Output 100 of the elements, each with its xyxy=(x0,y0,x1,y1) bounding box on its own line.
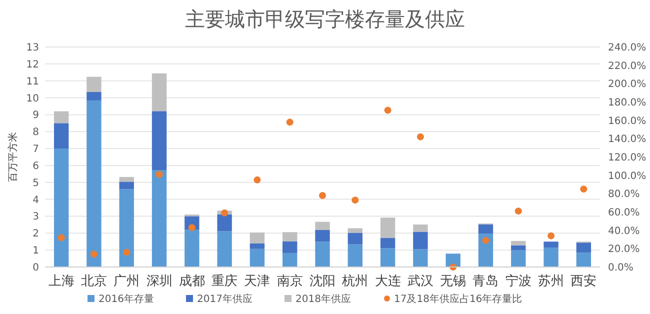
point xyxy=(58,234,65,242)
y2-tick-label: 220.0% xyxy=(608,60,646,72)
y2-tick-label: 60.0% xyxy=(608,208,640,218)
bar xyxy=(54,111,69,124)
x-tick-label: 广州 xyxy=(114,274,140,289)
point xyxy=(319,192,326,199)
bar xyxy=(380,248,396,267)
y2-tick-label: 100.0% xyxy=(608,170,646,182)
point xyxy=(514,208,522,215)
point xyxy=(580,186,588,193)
y-tick-label: 2 xyxy=(32,228,39,240)
legend-label: 2017年供应 xyxy=(197,293,252,305)
legend-label: 2018年供应 xyxy=(296,293,351,305)
y2-tick-label: 120.0% xyxy=(608,152,646,164)
bar xyxy=(250,243,265,249)
x-tick-label: 宁波 xyxy=(505,273,532,289)
x-tick-label: 苏州 xyxy=(538,274,564,289)
y-tick-label: 10 xyxy=(26,93,39,104)
bar xyxy=(315,242,330,267)
bar xyxy=(413,249,428,267)
point xyxy=(286,118,294,126)
y-tick-label: 7 xyxy=(32,144,39,156)
bar xyxy=(282,232,298,242)
point xyxy=(254,176,261,184)
legend-label: 2016年存量 xyxy=(98,293,154,305)
bar xyxy=(348,244,362,267)
y-tick-label: 13 xyxy=(26,42,39,54)
bar xyxy=(54,148,69,267)
x-tick-label: 北京 xyxy=(80,274,107,289)
chart-title: 主要城市甲级写字楼存量及供应 xyxy=(185,7,465,31)
point xyxy=(90,250,98,258)
bar xyxy=(119,176,134,182)
x-tick-label: 重庆 xyxy=(212,274,238,289)
bar xyxy=(86,100,102,267)
bar xyxy=(315,230,330,242)
bar xyxy=(380,238,396,248)
y-tick-label: 5 xyxy=(32,178,39,189)
y-tick-label: 1 xyxy=(32,246,39,257)
bar xyxy=(184,230,200,267)
x-tick-label: 大连 xyxy=(374,274,401,289)
bar xyxy=(576,252,592,267)
bar xyxy=(511,245,526,250)
bar xyxy=(348,232,362,244)
y2-tick-label: 240.0% xyxy=(608,42,646,54)
y2-tick-label: 200.0% xyxy=(608,79,646,90)
bar xyxy=(478,224,494,234)
bar xyxy=(446,254,460,267)
bar xyxy=(478,233,494,267)
bar xyxy=(315,222,330,230)
bar xyxy=(250,232,265,244)
bar xyxy=(152,73,167,112)
y-tick-label: 3 xyxy=(32,212,39,223)
point xyxy=(123,248,130,256)
x-tick-label: 杭州 xyxy=(341,274,368,289)
bar xyxy=(119,189,134,267)
y-tick-label: 4 xyxy=(32,194,39,206)
x-tick-label: 天津 xyxy=(244,274,270,289)
x-tick-label: 沈阳 xyxy=(310,274,336,289)
x-tick-label: 无锡 xyxy=(440,274,466,289)
point xyxy=(482,236,490,244)
bar xyxy=(576,242,592,253)
x-tick-label: 成都 xyxy=(178,274,205,289)
y-tick-label: 11 xyxy=(26,76,39,88)
point xyxy=(548,232,555,240)
bar xyxy=(250,248,265,267)
bar xyxy=(119,182,134,190)
y-tick-label: 6 xyxy=(32,160,39,172)
bar xyxy=(348,228,362,233)
x-tick-label: 上海 xyxy=(48,274,74,289)
point xyxy=(156,170,163,178)
x-tick-label: 南京 xyxy=(276,274,303,289)
y2-tick-label: 180.0% xyxy=(608,98,646,108)
x-tick-label: 深圳 xyxy=(146,274,172,289)
x-tick-label: 青岛 xyxy=(472,274,499,289)
bar xyxy=(511,250,526,267)
y-tick-label: 9 xyxy=(32,110,39,122)
y-tick-label: 12 xyxy=(26,59,39,70)
y2-tick-label: 20.0% xyxy=(608,244,640,256)
bar xyxy=(380,218,396,238)
legend-label: 17及18年供应占16年存量比 xyxy=(394,293,522,305)
x-tick-label: 西安 xyxy=(570,273,597,289)
bar xyxy=(152,111,167,170)
y-axis-title: 百万平方米 xyxy=(7,132,19,182)
bar xyxy=(86,76,102,92)
bar xyxy=(54,123,69,149)
bar xyxy=(544,242,558,248)
y2-tick-label: 140.0% xyxy=(608,134,646,146)
y2-tick-label: 80.0% xyxy=(608,189,640,200)
bar xyxy=(282,252,298,267)
bar xyxy=(86,92,102,100)
point xyxy=(188,224,196,232)
point xyxy=(416,133,424,140)
x-tick-label: 武汉 xyxy=(407,274,434,289)
y2-tick-label: 160.0% xyxy=(608,116,646,127)
point xyxy=(384,106,392,114)
bar xyxy=(511,240,526,246)
y-tick-label: 0 xyxy=(32,262,39,274)
bar xyxy=(544,248,558,267)
point xyxy=(352,196,359,204)
bar xyxy=(413,224,428,232)
